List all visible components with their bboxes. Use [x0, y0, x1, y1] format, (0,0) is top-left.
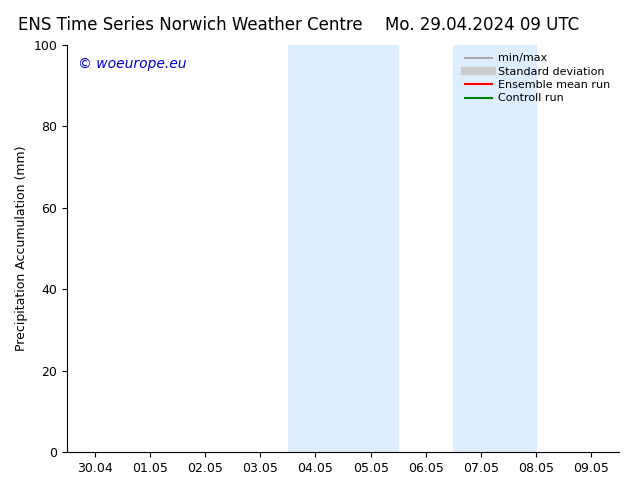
Bar	[288, 45, 398, 452]
Legend: min/max, Standard deviation, Ensemble mean run, Controll run: min/max, Standard deviation, Ensemble me…	[461, 50, 614, 107]
Bar	[453, 45, 536, 452]
Y-axis label: Precipitation Accumulation (mm): Precipitation Accumulation (mm)	[15, 146, 28, 351]
Text: © woeurope.eu: © woeurope.eu	[78, 57, 186, 71]
Text: ENS Time Series Norwich Weather Centre: ENS Time Series Norwich Weather Centre	[18, 16, 363, 34]
Text: Mo. 29.04.2024 09 UTC: Mo. 29.04.2024 09 UTC	[385, 16, 579, 34]
